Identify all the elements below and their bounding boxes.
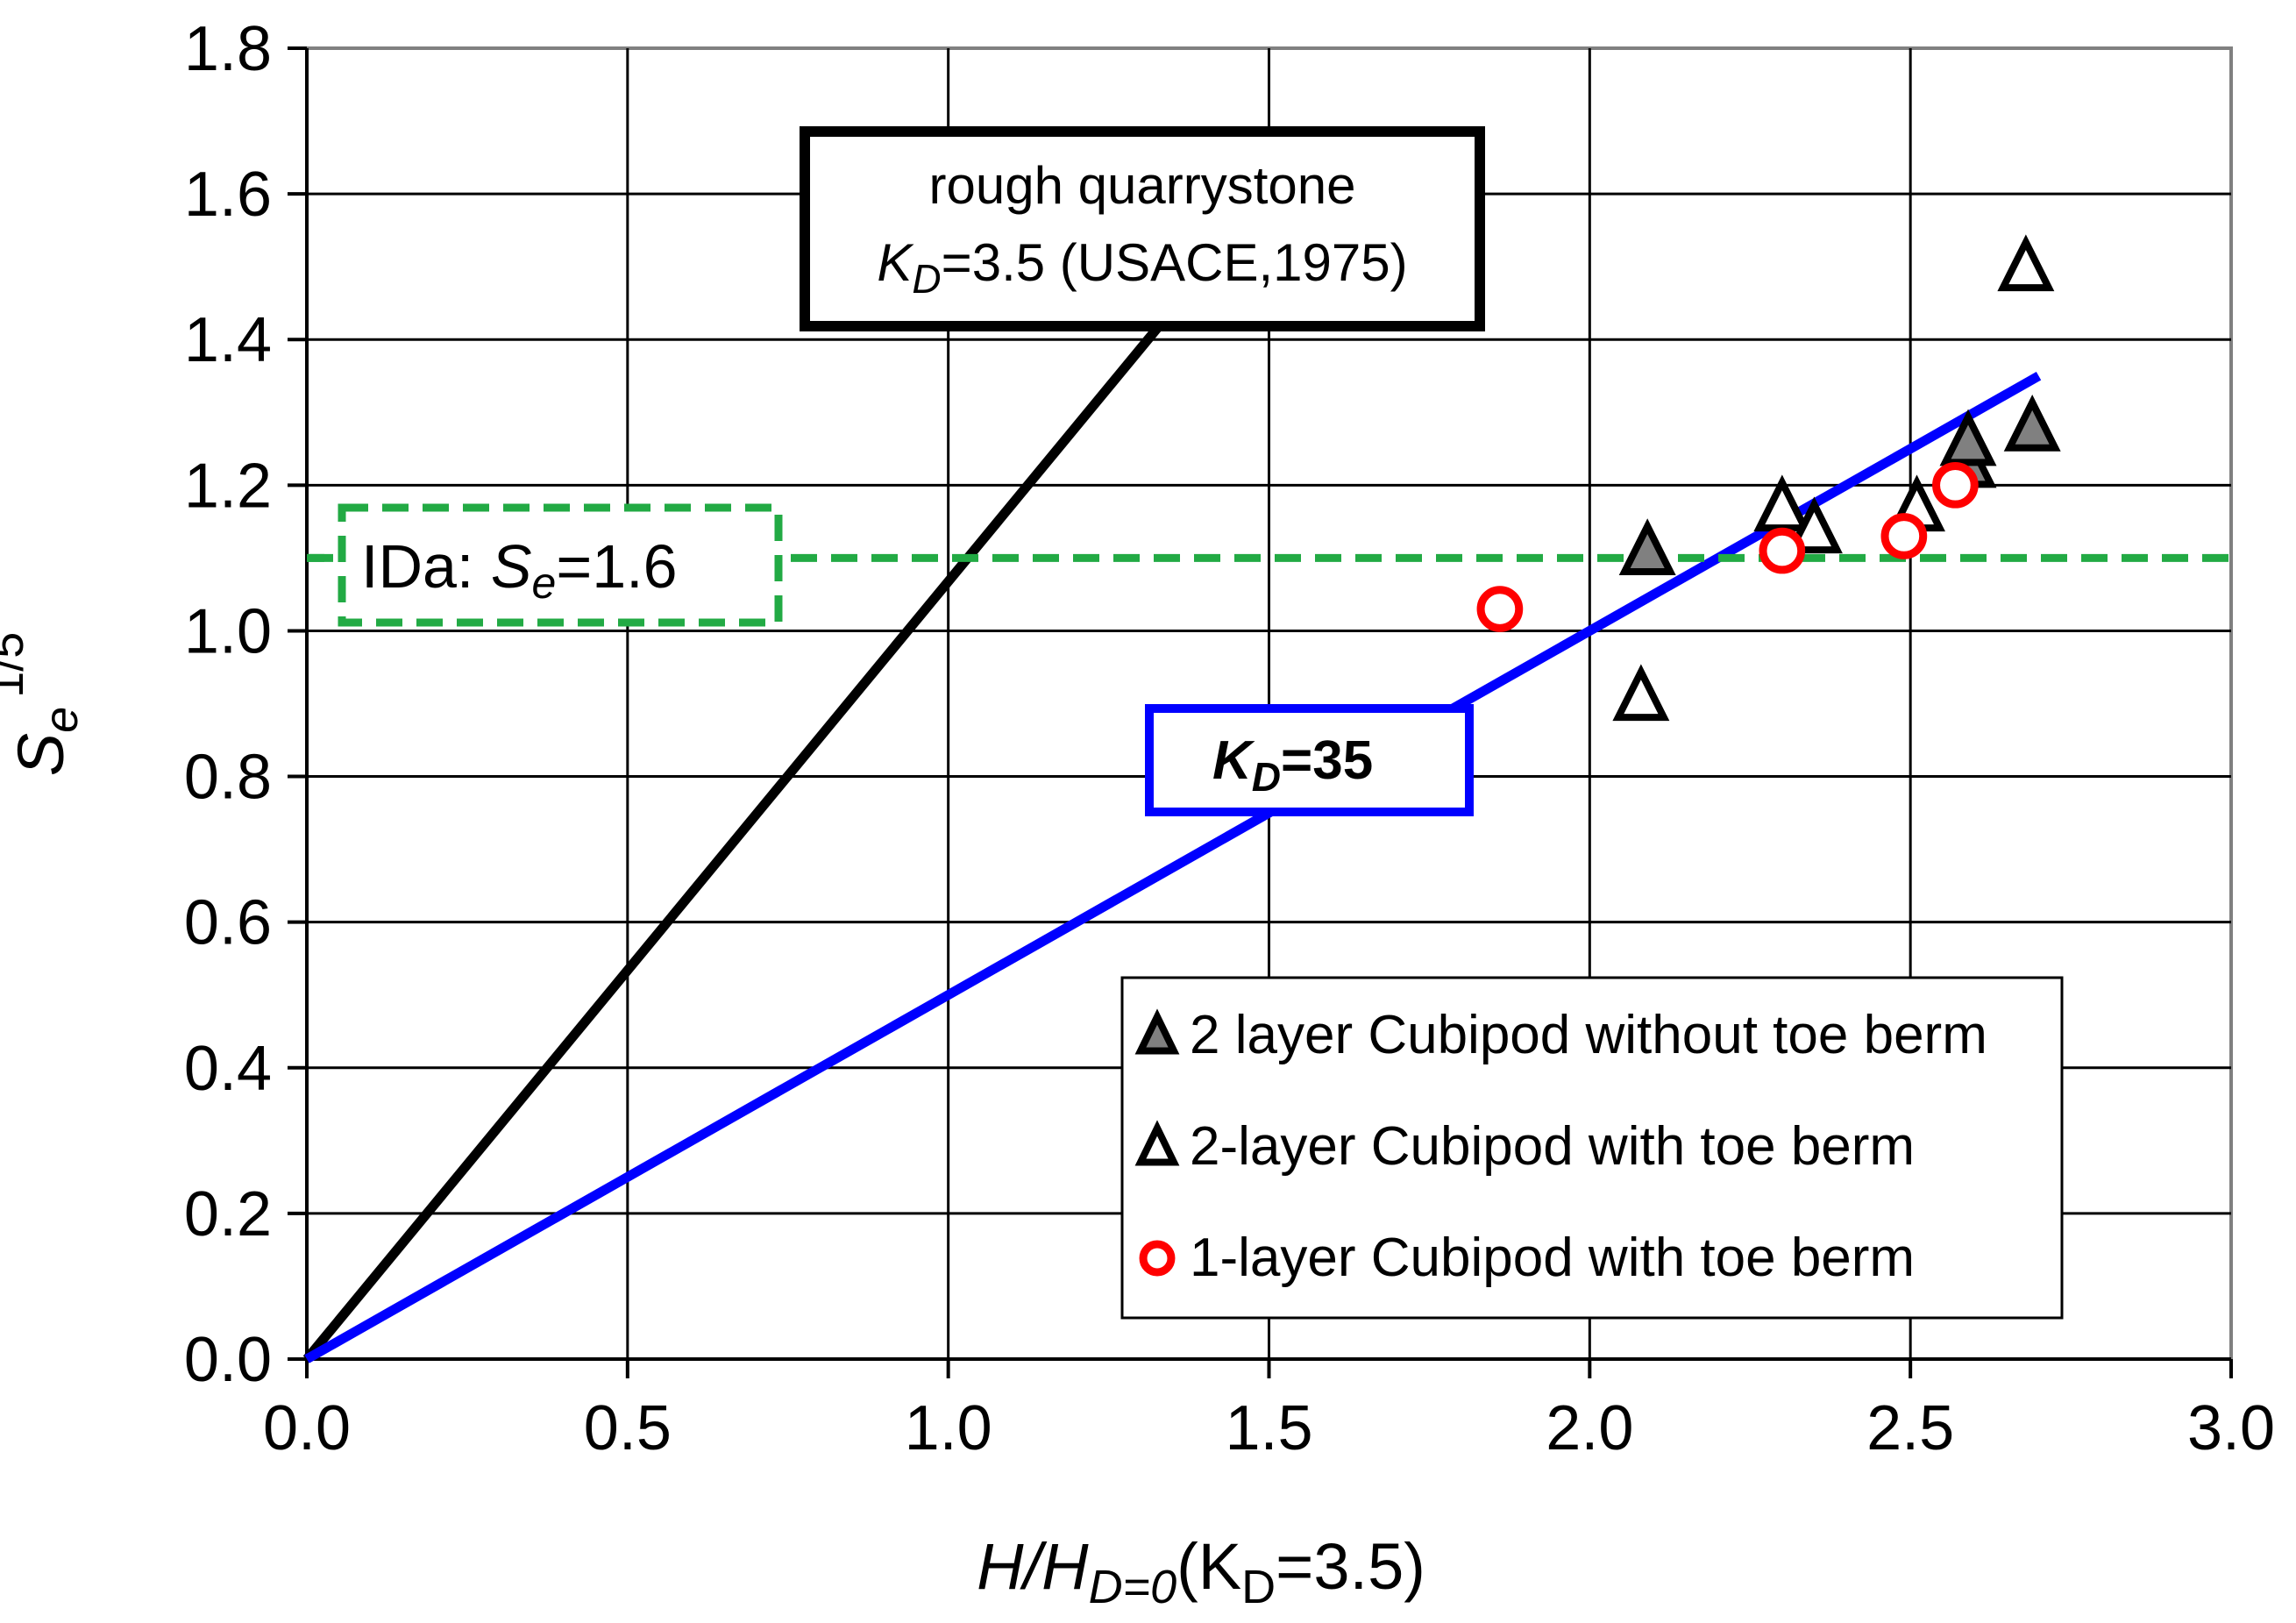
reference-line-0: [302, 322, 1164, 1363]
x-tick-label-3: 1.5: [1225, 1393, 1312, 1463]
legend: 2 layer Cubipod without toe berm 2-layer…: [1120, 976, 2064, 1320]
reference-line-1: [304, 371, 2042, 1363]
data-point-series-1-0: [1618, 518, 1676, 576]
legend-marker-series-3: [1139, 1240, 1176, 1277]
y-tick-label-8: 1.6: [184, 160, 272, 230]
rough-quarrystone-line2: KD=3.5 (USACE,1975): [877, 233, 1407, 302]
x-tick-label-4: 2.0: [1546, 1393, 1633, 1463]
rough-quarrystone-annotation: rough quarrystone KD=3.5 (USACE,1975): [800, 126, 1485, 331]
y-tick-labels: 0.0 0.2 0.4 0.6 0.8 1.0 1.2 1.4 1.6 1.8: [184, 14, 272, 1395]
kd35-annotation-box: [1145, 704, 1474, 816]
x-tick-labels: 0.0 0.5 1.0 1.5 2.0 2.5 3.0: [263, 1393, 2275, 1463]
y-tick-label-7: 1.4: [184, 305, 272, 375]
reference-lines: [302, 322, 2231, 1363]
data-markers: [1476, 234, 2061, 722]
kd35-annotation: KD=35: [1145, 704, 1474, 816]
legend-label-series-1: 2 layer Cubipod without toe berm: [1190, 1005, 1987, 1065]
x-tick-label-1: 0.5: [584, 1393, 672, 1463]
y-tick-label-1: 0.2: [184, 1179, 272, 1249]
x-tick-label-5: 2.5: [1866, 1393, 1954, 1463]
kd35-annotation-label: KD=35: [1212, 730, 1373, 800]
ida-annotation-box: [338, 503, 783, 627]
ida-annotation: IDa: Se=1.6: [338, 503, 783, 627]
data-point-series-3-0: [1476, 586, 1524, 632]
x-axis-title: H/HD=0(KD=3.5): [977, 1530, 1425, 1613]
data-point-series-3-1: [1759, 527, 1806, 574]
y-axis-title: Se1/5: [0, 632, 88, 776]
rough-quarrystone-line1: rough quarrystone: [929, 156, 1356, 215]
data-point-series-1-3: [2003, 395, 2061, 452]
legend-box: [1120, 976, 2064, 1320]
legend-label-series-2: 2-layer Cubipod with toe berm: [1190, 1116, 1915, 1177]
y-tick-label-5: 1.0: [184, 596, 272, 666]
legend-marker-series-2: [1134, 1120, 1180, 1166]
y-tick-label-3: 0.6: [184, 888, 272, 958]
data-point-series-3-2: [1880, 513, 1928, 559]
ida-annotation-label: IDa: Se=1.6: [361, 532, 678, 608]
rough-quarrystone-box: [800, 126, 1485, 331]
y-tick-label-0: 0.0: [184, 1325, 272, 1395]
data-point-series-1-2: [1939, 409, 1997, 466]
legend-label-series-3: 1-layer Cubipod with toe berm: [1190, 1228, 1915, 1288]
y-tick-label-4: 0.8: [184, 743, 272, 813]
y-tick-label-2: 0.4: [184, 1034, 272, 1104]
data-point-series-2-2: [1785, 496, 1843, 554]
y-tick-label-9: 1.8: [184, 14, 272, 84]
data-point-series-3-3: [1932, 461, 1979, 509]
legend-markers: [1134, 1008, 1180, 1277]
x-tick-label-0: 0.0: [263, 1393, 351, 1463]
x-tick-label-2: 1.0: [905, 1393, 992, 1463]
x-tick-label-6: 3.0: [2187, 1393, 2275, 1463]
data-point-series-2-0: [1612, 664, 1670, 722]
y-tick-label-6: 1.2: [184, 451, 272, 521]
data-point-series-2-4: [1997, 234, 2055, 292]
legend-marker-series-1: [1134, 1008, 1180, 1055]
